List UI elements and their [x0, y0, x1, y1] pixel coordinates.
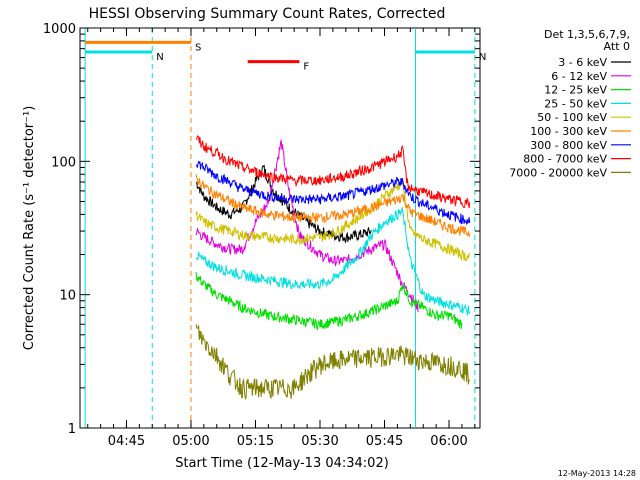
series-line-2: [195, 271, 463, 331]
legend-header-0: Det 1,3,5,6,7,9,: [544, 28, 630, 41]
series-line-6: [195, 160, 471, 226]
event-label-1: N: [156, 52, 163, 63]
series-line-7: [195, 135, 471, 209]
legend-header-1: Att 0: [604, 40, 630, 53]
plot-area: [79, 27, 481, 429]
x-tick-label-4: 05:45: [366, 434, 403, 449]
legend-label-2: 12 - 25 keV: [544, 84, 607, 97]
series-line-5: [195, 174, 471, 237]
x-tick-label-2: 05:15: [237, 434, 274, 449]
legend-label-1: 6 - 12 keV: [551, 70, 607, 83]
y-tick-label-3: 1000: [43, 22, 76, 37]
series-line-0: [195, 164, 372, 244]
x-tick-label-1: 05:00: [172, 434, 209, 449]
y-axis-label: Corrected Count Rate (s⁻¹ detector⁻¹): [22, 106, 37, 351]
attenuator-events: S N N F: [85, 40, 486, 73]
legend-label-0: 3 - 6 keV: [558, 56, 607, 69]
legend-label-6: 300 - 800 keV: [530, 139, 607, 152]
x-tick-label-0: 04:45: [108, 434, 145, 449]
legend-label-7: 800 - 7000 keV: [523, 153, 607, 166]
series-line-1: [195, 139, 419, 313]
event-label-0: S: [195, 42, 201, 53]
series-line-8: [195, 324, 470, 401]
x-axis-ticks: 04:45 05:00 05:15 05:30 05:45 06:00: [87, 28, 476, 449]
y-tick-label-0: 1: [68, 422, 76, 437]
x-tick-label-3: 05:30: [301, 434, 338, 449]
legend-label-5: 100 - 300 keV: [530, 125, 607, 138]
series-line-4: [195, 178, 471, 262]
series-group: [195, 135, 471, 401]
x-axis-label: Start Time (12-May-13 04:34:02): [175, 456, 389, 471]
legend-label-4: 50 - 100 keV: [537, 111, 607, 124]
chart-title: HESSI Observing Summary Count Rates, Cor…: [89, 6, 446, 22]
footer-timestamp: 12-May-2013 14:28: [558, 469, 636, 478]
event-label-2: N: [479, 52, 486, 63]
y-tick-label-2: 100: [51, 155, 76, 170]
legend-label-3: 25 - 50 keV: [544, 97, 607, 110]
y-axis-ticks: 1 10 100 1000: [43, 22, 480, 437]
event-label-3: F: [303, 62, 309, 73]
series-line-3: [195, 207, 471, 316]
x-tick-label-5: 06:00: [430, 434, 467, 449]
y-tick-label-1: 10: [59, 289, 76, 304]
legend-label-8: 7000 - 20000 keV: [509, 166, 607, 179]
